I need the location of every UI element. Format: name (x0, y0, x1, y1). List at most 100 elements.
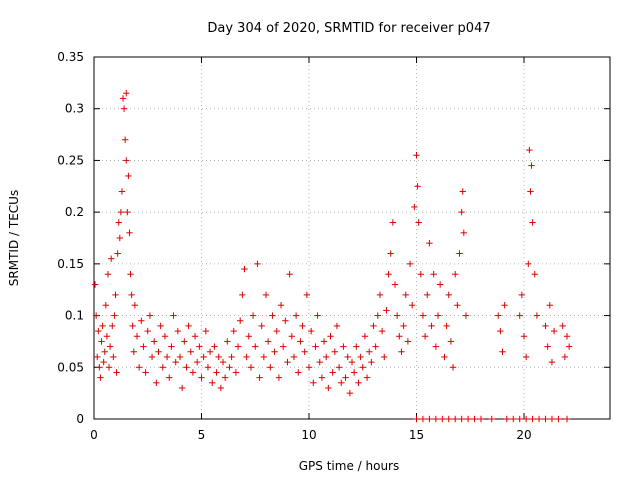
data-point (340, 343, 347, 350)
data-point (97, 374, 104, 381)
data-point (432, 343, 440, 350)
data-point (241, 265, 248, 273)
data-point (419, 415, 427, 423)
data-point (389, 219, 397, 226)
data-point (378, 327, 386, 335)
data-point (436, 281, 444, 288)
data-point (260, 353, 268, 361)
data-point (542, 322, 549, 330)
data-point (359, 364, 366, 371)
data-point (247, 364, 255, 371)
data-point (115, 219, 122, 226)
data-point (138, 317, 145, 324)
data-point (368, 358, 375, 366)
y-tick-label: 0.35 (57, 50, 84, 64)
data-point (320, 338, 328, 345)
data-point (452, 415, 459, 423)
data-point (116, 234, 123, 242)
data-point (123, 90, 130, 97)
data-point (99, 322, 106, 330)
data-point (432, 415, 440, 423)
data-point (456, 250, 463, 257)
data-point (249, 312, 257, 319)
data-point (361, 333, 369, 340)
data-point (126, 229, 133, 237)
data-point (221, 374, 229, 381)
data-point (213, 369, 220, 376)
data-point (204, 364, 212, 371)
data-point (488, 415, 495, 423)
data-point (318, 374, 326, 381)
data-point (168, 343, 175, 350)
data-point (546, 302, 553, 309)
data-point (254, 260, 261, 268)
x-tick-label: 5 (198, 428, 206, 442)
data-point (131, 302, 139, 309)
data-point (239, 291, 246, 299)
data-point (262, 291, 270, 299)
data-point (310, 379, 317, 386)
data-point (144, 327, 151, 335)
y-tick-label: 0 (76, 412, 84, 426)
data-point (191, 333, 199, 340)
grid-lines (94, 57, 610, 419)
data-point (258, 322, 265, 330)
data-point (174, 327, 182, 335)
data-point (445, 415, 452, 423)
data-point (269, 312, 276, 319)
data-point (176, 353, 184, 361)
data-point (413, 152, 420, 159)
data-point (110, 353, 117, 361)
data-point (102, 302, 110, 309)
data-point (424, 291, 431, 299)
data-point (282, 317, 289, 324)
data-point (96, 364, 103, 371)
data-point (113, 369, 120, 376)
data-point (421, 333, 429, 340)
data-point (163, 353, 171, 361)
data-point (305, 364, 313, 371)
data-point (404, 338, 412, 345)
data-point (104, 271, 112, 278)
data-point (119, 95, 127, 102)
data-point (452, 271, 459, 278)
data-point (187, 348, 194, 355)
data-point (103, 333, 111, 340)
data-point (458, 208, 465, 216)
y-tick-label: 0.05 (57, 360, 84, 374)
data-point (284, 358, 291, 366)
data-point (414, 183, 421, 190)
data-point (295, 369, 302, 376)
data-point (237, 317, 244, 324)
data-point (109, 322, 116, 330)
data-point (350, 369, 358, 376)
data-point (92, 312, 100, 319)
data-point (101, 348, 108, 355)
data-point (181, 338, 188, 345)
x-axis-label: GPS time / hours (299, 459, 400, 473)
data-point (98, 338, 105, 345)
data-point (348, 358, 356, 366)
data-point (548, 415, 556, 423)
data-point (454, 302, 461, 309)
y-axis-label: SRMTID / TECUs (7, 190, 21, 286)
data-point (409, 302, 416, 309)
data-point (415, 219, 422, 226)
x-tick-label: 0 (90, 428, 98, 442)
data-point (252, 343, 259, 350)
data-point (522, 415, 530, 423)
data-point (445, 291, 452, 299)
data-point (280, 343, 287, 350)
data-point (172, 358, 179, 366)
data-point (151, 338, 158, 345)
data-point (497, 327, 504, 335)
data-point (531, 271, 538, 278)
data-point (185, 322, 192, 330)
data-point (209, 379, 216, 386)
data-point (226, 364, 233, 371)
data-point (312, 343, 319, 350)
data-point (413, 415, 420, 423)
data-point (391, 281, 399, 288)
data-point (529, 415, 536, 423)
data-point (355, 379, 362, 386)
